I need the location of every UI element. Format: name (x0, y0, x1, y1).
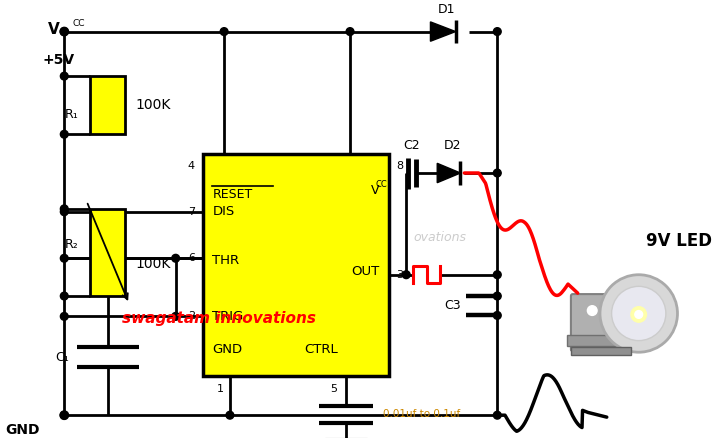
Text: RESET: RESET (212, 188, 253, 201)
Text: CC: CC (375, 180, 387, 189)
Text: C2: C2 (404, 139, 420, 152)
Text: +5V: +5V (43, 53, 75, 67)
Bar (91, 76, 125, 134)
Text: TRIG: TRIG (212, 310, 244, 323)
Text: ovations: ovations (413, 232, 466, 244)
Polygon shape (431, 22, 455, 41)
Text: 1: 1 (217, 384, 224, 394)
Text: C₁: C₁ (55, 351, 69, 364)
Text: 100K: 100K (135, 257, 170, 271)
Circle shape (494, 28, 501, 35)
Circle shape (494, 271, 501, 278)
Text: CTRL: CTRL (304, 343, 339, 356)
Text: GND: GND (212, 343, 243, 356)
Text: 6: 6 (188, 253, 195, 263)
Circle shape (402, 271, 410, 278)
Circle shape (60, 205, 68, 213)
Text: 3: 3 (397, 270, 404, 280)
Text: GND: GND (6, 423, 40, 437)
FancyBboxPatch shape (571, 294, 631, 351)
Circle shape (60, 255, 68, 262)
Bar (567, 335, 637, 347)
Circle shape (172, 312, 180, 320)
Circle shape (494, 292, 501, 300)
Circle shape (60, 412, 68, 419)
Text: 0.01uf to 0.1uf: 0.01uf to 0.1uf (383, 409, 460, 419)
Text: 7: 7 (188, 207, 195, 217)
Text: 2: 2 (188, 311, 195, 321)
Circle shape (226, 412, 233, 419)
Circle shape (494, 412, 501, 419)
Circle shape (60, 292, 68, 300)
Circle shape (494, 312, 501, 319)
Circle shape (60, 312, 68, 320)
Circle shape (60, 208, 68, 216)
Ellipse shape (612, 286, 666, 341)
Text: D1: D1 (438, 3, 456, 16)
Circle shape (631, 307, 647, 322)
Text: 9V LED: 9V LED (645, 232, 711, 250)
Text: DIS: DIS (212, 205, 235, 218)
Bar (203, 154, 389, 377)
Text: R₁: R₁ (65, 108, 79, 122)
Circle shape (60, 130, 68, 138)
Text: OUT: OUT (351, 265, 379, 278)
Text: R₂: R₂ (65, 238, 79, 251)
Text: THR: THR (212, 254, 239, 267)
Text: swagatam innovations: swagatam innovations (123, 311, 316, 326)
Text: V: V (370, 184, 379, 197)
Circle shape (346, 28, 354, 35)
Text: 5: 5 (330, 384, 337, 394)
Circle shape (60, 72, 68, 80)
Text: D2: D2 (444, 139, 462, 152)
Circle shape (172, 255, 180, 262)
Circle shape (60, 28, 68, 35)
Text: C3: C3 (444, 299, 460, 312)
Text: V: V (48, 22, 59, 37)
Polygon shape (437, 163, 460, 183)
Text: CC: CC (72, 19, 85, 28)
Ellipse shape (600, 275, 677, 352)
Circle shape (587, 306, 597, 316)
Text: 8: 8 (397, 161, 404, 171)
Text: 4: 4 (188, 161, 195, 171)
Bar (571, 347, 631, 355)
Circle shape (635, 311, 642, 318)
Bar (91, 209, 125, 296)
Circle shape (220, 28, 228, 35)
Circle shape (494, 169, 501, 177)
Text: 100K: 100K (135, 98, 170, 112)
